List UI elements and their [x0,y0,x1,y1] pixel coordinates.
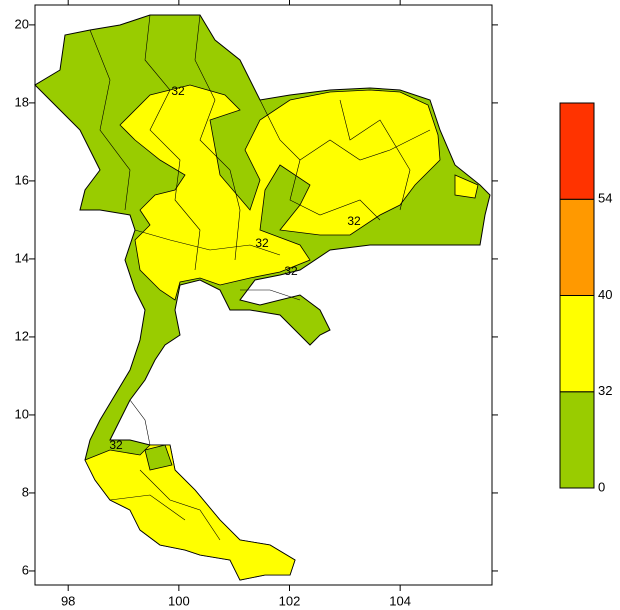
colorbar-label: 32 [598,383,612,398]
colorbar-box [559,391,595,489]
region-low [34,14,491,581]
contour-label: 32 [347,214,361,228]
x-tick-label: 104 [389,593,411,608]
x-tick-label: 100 [168,593,190,608]
colorbar-label: 0 [598,479,605,494]
province-borders [89,14,431,541]
region-mid [454,174,479,199]
colorbar-box [559,198,595,296]
contour-label: 32 [284,264,298,278]
contour-label: 32 [109,438,123,452]
colorbar-box [559,295,595,393]
y-tick-label: 20 [15,16,29,31]
region-mid [84,444,296,581]
y-tick-label: 8 [22,484,29,499]
land [34,14,491,581]
region-low [144,444,173,471]
y-tick-label: 6 [22,562,29,577]
y-tick-label: 10 [15,406,29,421]
colorbar: 0 32 40 54 [559,102,612,494]
colorbar-label: 54 [598,191,612,206]
contour-label: 32 [255,236,269,250]
x-tick-label: 102 [279,593,301,608]
y-tick-label: 14 [15,250,29,265]
region-mid [119,84,441,301]
axes: 98 100 102 104 6 8 10 12 14 16 18 20 [15,0,498,608]
contour-label: 32 [171,84,185,98]
y-tick-label: 16 [15,172,29,187]
y-tick-label: 18 [15,94,29,109]
colorbar-label: 40 [598,287,612,302]
contour-labels: 32 32 32 32 32 [109,84,361,452]
x-tick-label: 98 [61,593,75,608]
y-tick-label: 12 [15,328,29,343]
colorbar-box [559,102,595,200]
plot-frame [34,4,493,586]
